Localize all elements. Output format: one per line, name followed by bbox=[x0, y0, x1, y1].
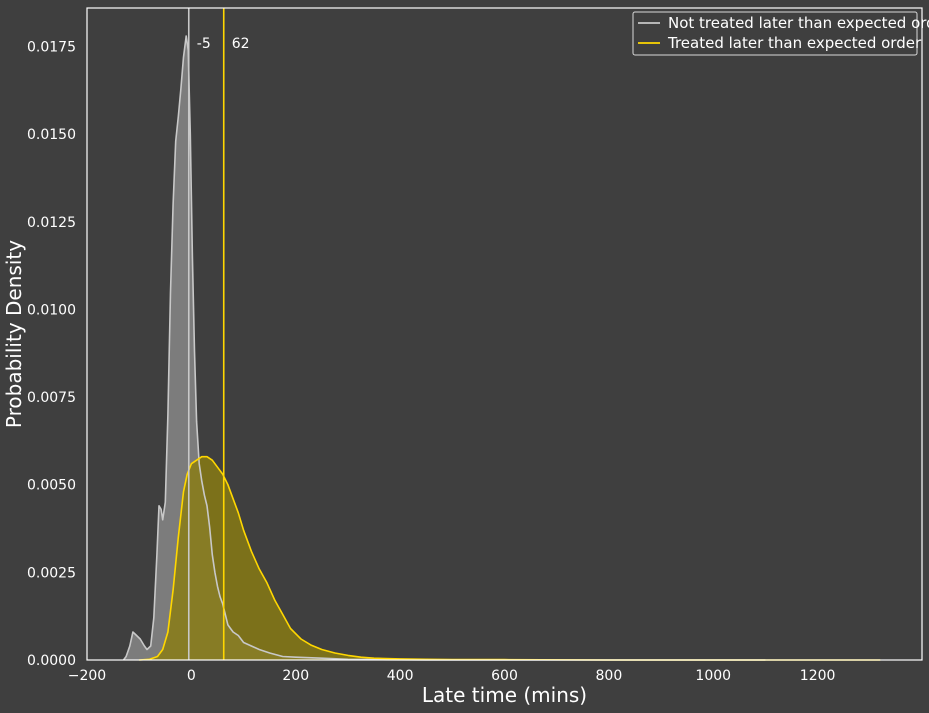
x-tick-label: 200 bbox=[282, 668, 309, 684]
y-axis-label: Probability Density bbox=[2, 240, 26, 428]
median-lines: -5 62 bbox=[187, 8, 250, 660]
density-fill-series-2 bbox=[139, 456, 881, 660]
x-tick-label: 600 bbox=[491, 668, 518, 684]
x-axis-ticks: −200 0 200 400 600 800 1000 1200 bbox=[68, 668, 836, 684]
y-tick-label: 0.0075 bbox=[27, 390, 76, 406]
y-tick-label: 0.0175 bbox=[27, 40, 76, 56]
density-line-series-2 bbox=[139, 455, 881, 661]
x-tick-label: 0 bbox=[187, 668, 196, 684]
y-tick-label: 0.0050 bbox=[27, 478, 76, 494]
density-fills bbox=[123, 36, 881, 660]
y-tick-label: 0.0125 bbox=[27, 215, 76, 231]
x-tick-label: 1000 bbox=[695, 668, 731, 684]
y-tick-label: 0.0025 bbox=[27, 565, 76, 581]
legend-label-series-2: Treated later than expected order bbox=[667, 34, 922, 52]
x-tick-label: 400 bbox=[387, 668, 414, 684]
x-axis-label: Late time (mins) bbox=[422, 683, 587, 707]
median-label-series-2: 62 bbox=[232, 36, 250, 52]
x-tick-label: 800 bbox=[596, 668, 623, 684]
y-axis-ticks: 0.0000 0.0025 0.0050 0.0075 0.0100 0.0125 0.01… bbox=[27, 40, 76, 669]
x-tick-label: −200 bbox=[68, 668, 106, 684]
y-tick-label: 0.0150 bbox=[27, 127, 76, 143]
legend-box bbox=[632, 11, 918, 56]
plot-frame bbox=[86, 7, 923, 661]
x-tick-label: 1200 bbox=[800, 668, 836, 684]
density-line-series-1 bbox=[122, 35, 766, 661]
y-tick-label: 0.0000 bbox=[27, 653, 76, 669]
median-label-series-1: -5 bbox=[197, 36, 211, 52]
density-lines bbox=[122, 35, 881, 661]
legend: Not treated later than expected order Tre… bbox=[632, 11, 929, 56]
y-tick-label: 0.0100 bbox=[27, 302, 76, 318]
legend-label-series-1: Not treated later than expected order bbox=[668, 14, 929, 32]
